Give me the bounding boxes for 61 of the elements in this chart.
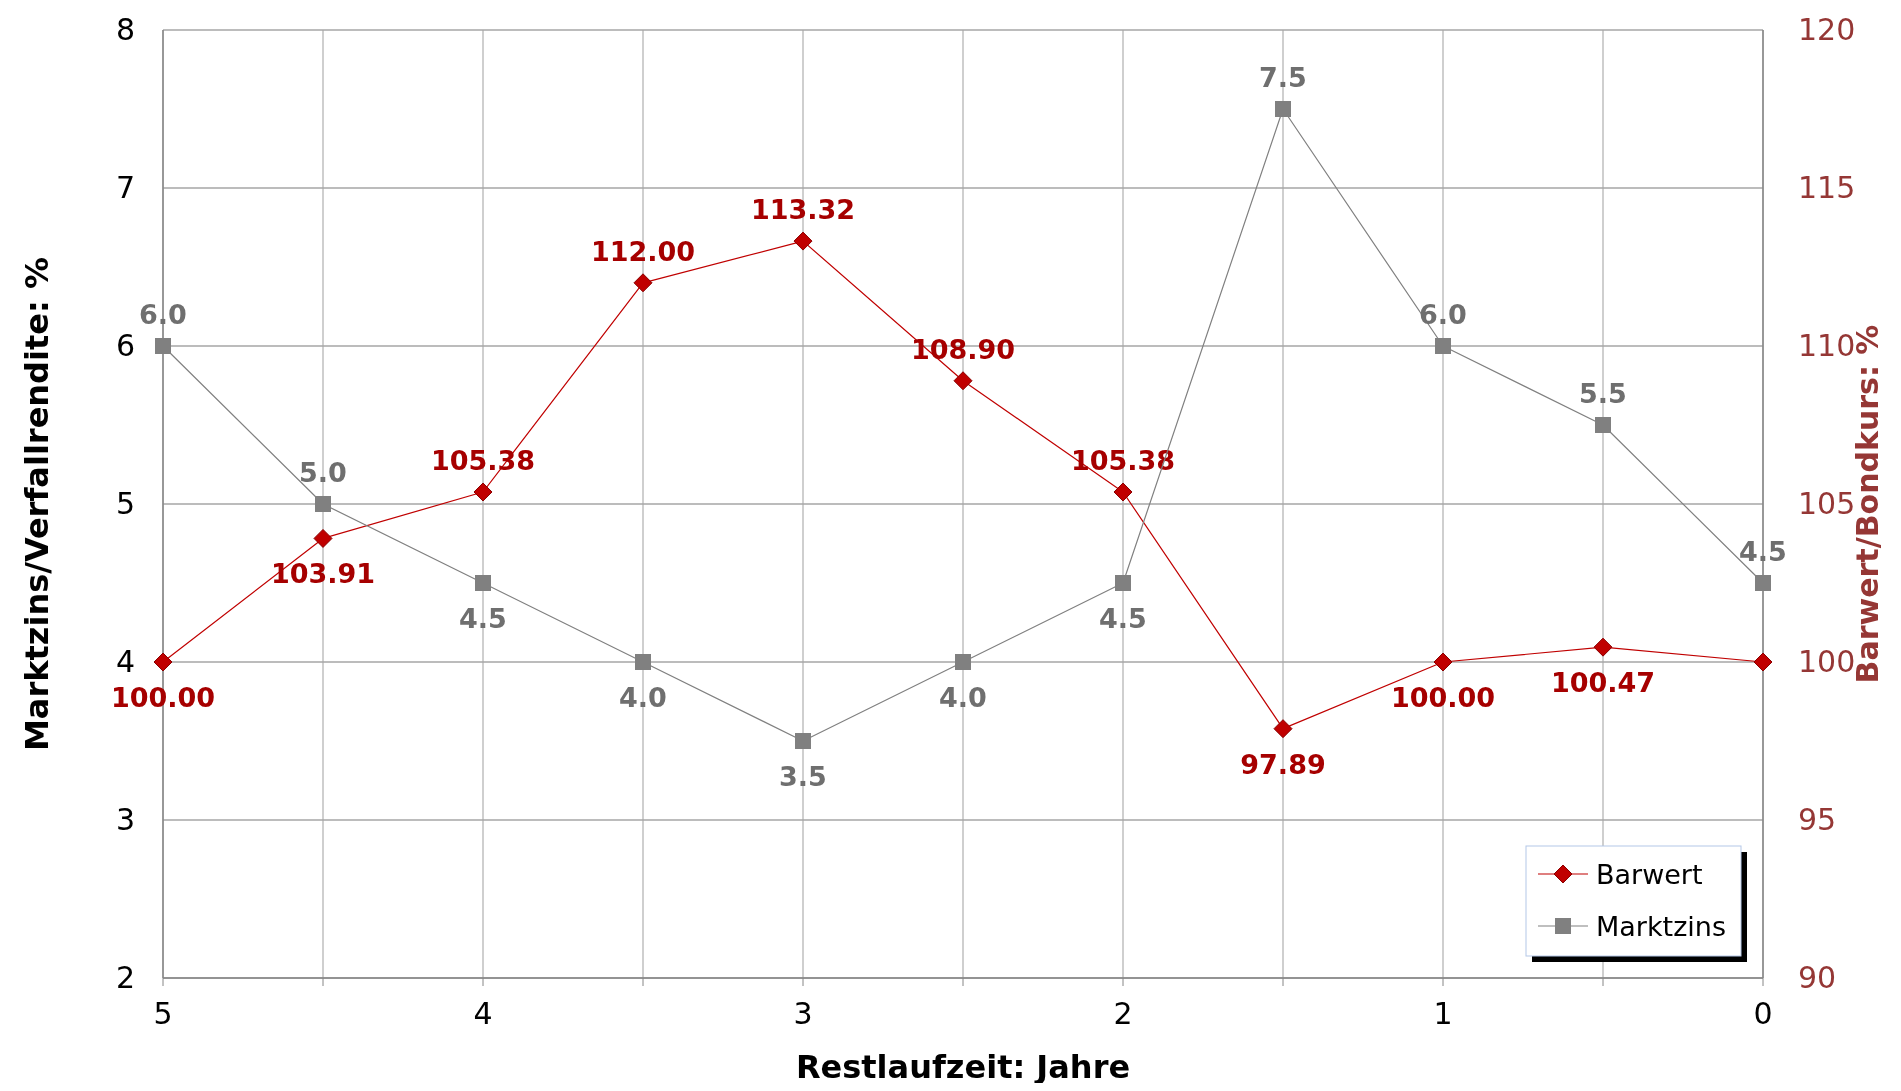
point [1433, 652, 1453, 672]
y2-tick-label: 90 [1798, 960, 1837, 995]
point [313, 528, 333, 548]
y2-tick-label: 120 [1798, 12, 1856, 47]
data-label: 3.5 [779, 761, 827, 792]
y-tick-label: 5 [115, 486, 135, 521]
point [1753, 652, 1773, 672]
y-tick-label: 6 [115, 328, 135, 363]
point [315, 496, 331, 512]
data-label: 5.0 [299, 457, 347, 488]
data-label: 113.32 [750, 194, 856, 226]
point [795, 733, 811, 749]
data-label: 97.89 [1240, 748, 1326, 780]
point [955, 654, 971, 670]
y2-tick-label: 95 [1798, 802, 1837, 837]
point [473, 482, 493, 502]
point [635, 654, 651, 670]
point [1593, 637, 1613, 657]
data-label: 6.0 [1419, 299, 1467, 330]
data-label: 100.47 [1550, 667, 1656, 699]
data-label: 112.00 [590, 235, 696, 267]
point [475, 575, 491, 591]
point [1595, 417, 1611, 433]
y-tick-label: 3 [115, 802, 135, 837]
data-label: 100.00 [110, 682, 216, 713]
x-tick-label: 4 [473, 996, 493, 1031]
x-tick-label: 2 [1113, 996, 1133, 1031]
data-label: 103.91 [270, 558, 376, 590]
y2-tick-label: 110 [1798, 328, 1856, 363]
x-tick-label: 0 [1753, 996, 1773, 1031]
point [1435, 338, 1451, 354]
x-tick-label: 1 [1433, 996, 1453, 1031]
data-label: 100.00 [1390, 682, 1496, 713]
x-tick-label: 3 [793, 996, 813, 1031]
point [153, 652, 173, 672]
point [793, 231, 813, 251]
point [1275, 101, 1291, 117]
point [1273, 719, 1293, 739]
data-label: 105.38 [1070, 444, 1176, 476]
y-axis-title: Marktzins/Verfallrendite: % [18, 257, 56, 751]
y-tick-label: 8 [115, 12, 135, 47]
y-tick-label: 2 [115, 960, 135, 995]
y2-tick-label: 115 [1798, 170, 1856, 205]
y-tick-label: 7 [115, 170, 135, 205]
data-label: 5.5 [1579, 378, 1627, 409]
point [953, 371, 973, 391]
legend-label: Barwert [1596, 859, 1703, 890]
point [155, 338, 171, 354]
legend-label: Marktzins [1596, 911, 1727, 942]
data-label: 4.5 [1099, 603, 1147, 634]
data-label: 4.5 [459, 603, 507, 634]
point [1115, 575, 1131, 591]
y-tick-label: 4 [115, 644, 135, 679]
x-tick-label: 5 [153, 996, 173, 1031]
data-label: 7.5 [1259, 62, 1307, 93]
y2-tick-label: 105 [1798, 486, 1856, 521]
point [633, 273, 653, 293]
data-label: 4.0 [939, 682, 987, 713]
point [1755, 575, 1771, 591]
point [1113, 482, 1133, 502]
data-label: 4.0 [619, 682, 667, 713]
